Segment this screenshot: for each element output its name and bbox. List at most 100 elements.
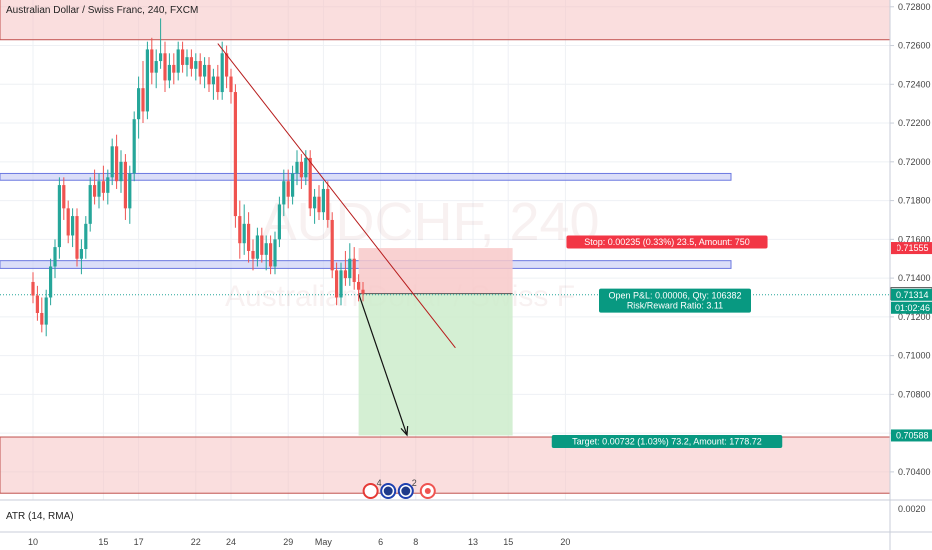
indicator-value: 0.0020 bbox=[898, 504, 926, 514]
flag-au-fill bbox=[401, 486, 411, 496]
indicator-label: ATR (14, RMA) bbox=[6, 511, 74, 522]
price-tag-label-target: 0.70588 bbox=[896, 430, 929, 440]
candle-body bbox=[185, 57, 189, 65]
target-label-bg bbox=[551, 434, 783, 448]
candle-body bbox=[110, 146, 114, 178]
candle-body bbox=[357, 281, 361, 290]
time-tick-label: 6 bbox=[378, 537, 383, 547]
candle-body bbox=[308, 157, 312, 209]
candle-body bbox=[247, 223, 251, 251]
stop-label-bg bbox=[566, 235, 768, 249]
price-tick-label: 0.71800 bbox=[898, 196, 931, 206]
flag-au-fill bbox=[383, 486, 393, 496]
price-tick-label: 0.70800 bbox=[898, 389, 931, 399]
target-zone[interactable] bbox=[358, 293, 513, 436]
candle-body bbox=[150, 49, 154, 73]
candle-body bbox=[352, 258, 356, 282]
rr-label: Risk/Reward Ratio: 3.11 bbox=[627, 301, 723, 311]
candle-body bbox=[229, 76, 233, 93]
candle-body bbox=[35, 295, 39, 313]
zone-level bbox=[0, 172, 732, 181]
candle-body bbox=[339, 270, 343, 298]
candle-body bbox=[194, 61, 198, 69]
candle-body bbox=[277, 204, 281, 240]
candle-body bbox=[84, 223, 88, 250]
candle-body bbox=[154, 61, 158, 73]
candle-body bbox=[330, 219, 334, 271]
candle-body bbox=[251, 250, 255, 259]
price-tag-target bbox=[891, 429, 932, 442]
price-tag-label-bid: 0.71314 bbox=[896, 290, 929, 300]
candle-body bbox=[348, 258, 352, 279]
price-tick-label: 0.72600 bbox=[898, 41, 931, 51]
candle-body bbox=[119, 161, 123, 182]
candle-body bbox=[321, 188, 325, 213]
price-tick-label: 0.70400 bbox=[898, 467, 931, 477]
trade-tool[interactable]: Stop: 0.00235 (0.33%) 23.5, Amount: 750 O… bbox=[0, 235, 890, 448]
candle-body bbox=[101, 181, 105, 193]
candle-body bbox=[49, 266, 53, 298]
candle-body bbox=[343, 270, 347, 279]
candle-body bbox=[31, 281, 35, 296]
candles bbox=[31, 18, 365, 337]
price-tick-label: 0.72400 bbox=[898, 79, 931, 89]
candle-body bbox=[163, 53, 167, 81]
candle-body bbox=[97, 181, 101, 197]
stop-zone[interactable] bbox=[358, 248, 513, 294]
candle-body bbox=[203, 64, 207, 77]
time-tick-label: 15 bbox=[503, 537, 513, 547]
trend-line-segment[interactable] bbox=[217, 43, 456, 349]
watermark: AUDCHF, 240 Australian Dollar / Swiss F bbox=[225, 192, 600, 313]
price-tag-bid bbox=[891, 288, 932, 301]
price-tick-label: 0.71600 bbox=[898, 234, 931, 244]
chart-title: Australian Dollar / Swiss Franc, 240, FX… bbox=[6, 5, 198, 16]
candle-body bbox=[106, 177, 110, 193]
time-axis[interactable]: 10 15 17 22 24 29 May 6 8 13 15 20 bbox=[28, 537, 570, 547]
candle-body bbox=[225, 53, 229, 77]
candle-body bbox=[145, 49, 149, 112]
candle-body bbox=[269, 243, 273, 267]
candle-body bbox=[216, 76, 220, 93]
candle-body bbox=[88, 185, 92, 224]
price-tag-label-stop: 0.71555 bbox=[896, 243, 929, 253]
candle-body bbox=[79, 249, 83, 259]
time-tick-label: 24 bbox=[226, 537, 236, 547]
candle-body bbox=[62, 185, 66, 209]
candle-body bbox=[295, 161, 299, 174]
candle-body bbox=[207, 64, 211, 85]
candle-body bbox=[93, 185, 97, 197]
price-tag-stop bbox=[891, 242, 932, 255]
time-tick-label: 8 bbox=[413, 537, 418, 547]
candle-body bbox=[255, 235, 259, 259]
projection-arrow[interactable] bbox=[358, 293, 408, 436]
candle-body bbox=[299, 161, 303, 178]
price-tick-label: 0.71200 bbox=[898, 312, 931, 322]
candle-body bbox=[53, 247, 57, 267]
pnl-label: Open P&L: 0.00006, Qty: 106382 bbox=[608, 291, 741, 301]
trend-line[interactable] bbox=[217, 43, 456, 349]
candle-body bbox=[181, 49, 185, 65]
price-tick-label: 0.71000 bbox=[898, 351, 931, 361]
candle-body bbox=[286, 181, 290, 197]
candle-body bbox=[313, 196, 317, 209]
candle-body bbox=[57, 185, 61, 248]
price-axis[interactable]: 0.72800 0.72600 0.72400 0.72200 0.72000 0.718… bbox=[890, 2, 931, 477]
candle-body bbox=[44, 297, 48, 325]
candle-body bbox=[326, 188, 330, 220]
candle-body bbox=[198, 61, 202, 77]
candle-body bbox=[167, 64, 171, 81]
price-tick-label: 0.71400 bbox=[898, 273, 931, 283]
earnings-icon[interactable] bbox=[362, 483, 379, 499]
candle-body bbox=[123, 161, 127, 209]
stop-label: Stop: 0.00235 (0.33%) 23.5, Amount: 750 bbox=[584, 237, 750, 247]
candle-body bbox=[128, 173, 132, 209]
countdown-label: 01:02:46 bbox=[895, 303, 930, 313]
price-tick-label: 0.72800 bbox=[898, 2, 931, 12]
candle-body bbox=[304, 157, 308, 178]
time-tick-label: 29 bbox=[283, 537, 293, 547]
candle-body bbox=[220, 53, 224, 93]
candle-body bbox=[260, 235, 264, 255]
